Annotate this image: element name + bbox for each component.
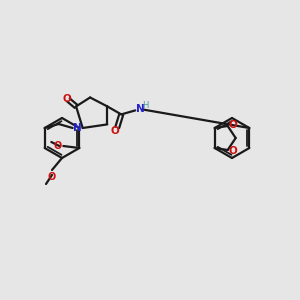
Text: O: O <box>229 120 237 130</box>
Text: H: H <box>142 101 148 110</box>
Text: O: O <box>62 94 71 104</box>
Text: O: O <box>48 172 56 182</box>
Text: O: O <box>111 126 120 136</box>
Text: O: O <box>53 141 61 151</box>
Text: N: N <box>136 104 145 114</box>
Text: N: N <box>73 123 82 133</box>
Text: O: O <box>229 146 237 156</box>
